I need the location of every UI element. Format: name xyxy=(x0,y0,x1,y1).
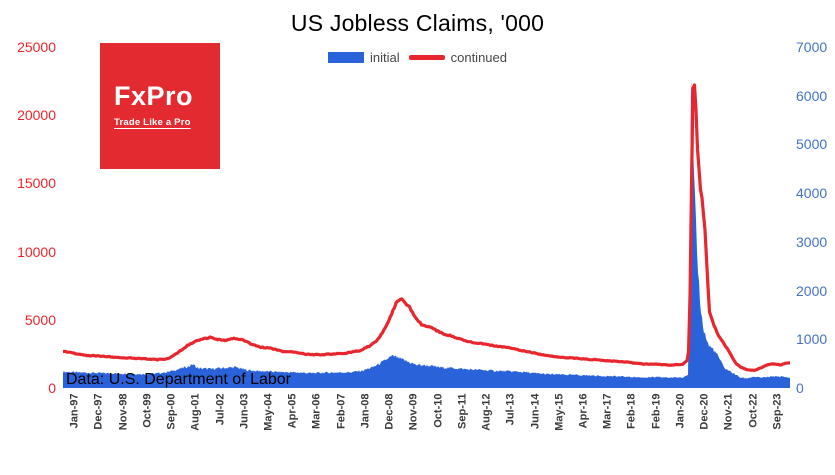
x-tick-label: Nov-21 xyxy=(722,393,735,431)
right-y-tick-label: 2000 xyxy=(796,282,828,299)
fxpro-logo: FxPro Trade Like a Pro xyxy=(100,43,220,169)
x-tick-label: Jan-08 xyxy=(359,393,372,429)
right-y-tick-label: 4000 xyxy=(796,185,828,202)
x-tick-label: Oct-22 xyxy=(747,393,760,428)
right-y-tick-label: 6000 xyxy=(796,87,828,104)
x-tick-label: Aug-12 xyxy=(480,393,493,431)
left-y-tick-label: 0 xyxy=(48,380,56,396)
x-tick-label: Feb-18 xyxy=(625,393,638,429)
legend-label-continued: continued xyxy=(450,50,507,65)
x-tick-label: Jan-97 xyxy=(68,393,81,429)
fxpro-logo-text: FxPro xyxy=(114,81,194,111)
x-tick-label: Jul-02 xyxy=(214,393,227,426)
x-tick-label: Feb-07 xyxy=(335,393,348,429)
x-tick-label: Aug-01 xyxy=(189,393,202,431)
left-y-tick-label: 10000 xyxy=(17,243,56,260)
legend-item-initial: initial xyxy=(327,50,400,65)
right-y-tick-label: 7000 xyxy=(796,39,828,55)
x-tick-label: Apr-16 xyxy=(577,393,590,429)
left-y-tick-label: 25000 xyxy=(17,39,56,55)
x-tick-label: Feb-19 xyxy=(650,393,663,429)
fxpro-logo-tagline: Trade Like a Pro xyxy=(114,117,191,128)
left-y-tick-label: 15000 xyxy=(17,175,56,192)
right-y-tick-label: 0 xyxy=(796,380,804,396)
x-tick-label: Jul-13 xyxy=(504,393,517,426)
left-y-tick-label: 20000 xyxy=(17,107,56,124)
x-tick-label: Jun-03 xyxy=(238,393,251,429)
x-tick-label: Nov-09 xyxy=(407,393,420,431)
x-tick-label: Sep-23 xyxy=(771,393,784,430)
x-tick-label: Dec-08 xyxy=(383,393,396,430)
chart-title: US Jobless Claims, '000 xyxy=(290,10,545,36)
data-source-note: Data: U.S. Department of Labor xyxy=(66,371,291,388)
x-tick-label: Dec-20 xyxy=(698,393,711,430)
x-tick-label: Sep-00 xyxy=(165,393,178,430)
legend-item-continued: continued xyxy=(408,50,507,65)
right-y-tick-label: 5000 xyxy=(796,136,828,153)
legend-label-initial: initial xyxy=(369,50,400,65)
initial-claims-bars xyxy=(63,78,790,388)
x-tick-label: Mar-17 xyxy=(601,393,614,429)
left-y-tick-label: 5000 xyxy=(24,311,56,328)
x-tick-label: Jan-20 xyxy=(674,393,687,429)
right-y-tick-label: 1000 xyxy=(796,331,828,348)
continued-claims-line xyxy=(63,83,790,372)
right-y-tick-label: 3000 xyxy=(796,233,828,250)
x-tick-label: Nov-98 xyxy=(117,393,130,431)
initial-series-swatch xyxy=(327,52,364,63)
continued-series-swatch xyxy=(408,55,445,60)
x-tick-label: Mar-06 xyxy=(310,393,323,429)
x-tick-label: May-15 xyxy=(553,393,566,431)
chart-legend: initial continued xyxy=(0,50,835,65)
x-tick-label: Sep-11 xyxy=(456,393,469,429)
x-tick-label: Dec-97 xyxy=(92,393,105,430)
x-tick-label: May-04 xyxy=(262,393,275,431)
x-tick-label: Oct-99 xyxy=(141,393,154,428)
chart-plot-area xyxy=(63,78,790,388)
x-tick-label: Apr-05 xyxy=(286,393,299,429)
x-tick-label: Jun-14 xyxy=(529,393,542,429)
x-tick-label: Oct-10 xyxy=(432,393,445,428)
